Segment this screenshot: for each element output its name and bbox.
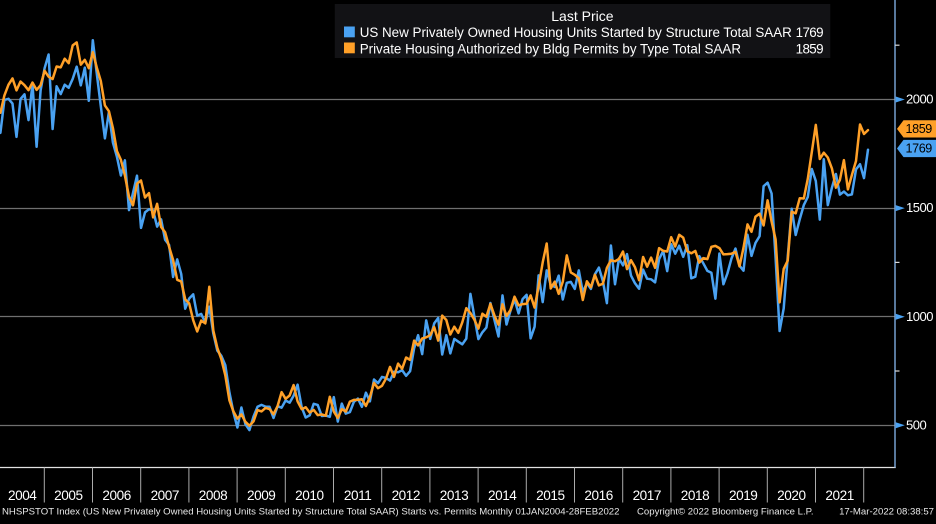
svg-text:2014: 2014: [488, 488, 517, 503]
svg-text:US New Privately Owned Housing: US New Privately Owned Housing Units Sta…: [360, 25, 792, 40]
svg-text:2007: 2007: [151, 488, 179, 503]
svg-text:2009: 2009: [247, 488, 275, 503]
svg-text:1859: 1859: [796, 41, 824, 56]
svg-text:NHSPSTOT Index (US New Private: NHSPSTOT Index (US New Privately Owned H…: [2, 507, 619, 518]
svg-text:2004: 2004: [8, 488, 37, 503]
svg-text:1500: 1500: [906, 200, 933, 215]
svg-text:2015: 2015: [536, 488, 564, 503]
svg-text:2013: 2013: [440, 488, 468, 503]
svg-text:2010: 2010: [295, 488, 324, 503]
svg-text:2000: 2000: [906, 92, 933, 107]
svg-text:1859: 1859: [906, 122, 933, 136]
svg-text:500: 500: [906, 417, 926, 432]
svg-text:2018: 2018: [681, 488, 709, 503]
svg-text:Last Price: Last Price: [551, 8, 613, 24]
svg-text:2020: 2020: [777, 488, 806, 503]
svg-text:2005: 2005: [54, 488, 82, 503]
svg-text:1000: 1000: [906, 309, 933, 324]
svg-text:2019: 2019: [729, 488, 757, 503]
svg-text:17-Mar-2022 08:38:57: 17-Mar-2022 08:38:57: [839, 507, 934, 518]
svg-text:2012: 2012: [392, 488, 420, 503]
svg-text:2021: 2021: [825, 488, 853, 503]
svg-text:2016: 2016: [584, 488, 612, 503]
svg-text:1769: 1769: [796, 25, 824, 40]
svg-text:2008: 2008: [199, 488, 227, 503]
svg-text:2006: 2006: [102, 488, 130, 503]
svg-text:Private Housing Authorized by: Private Housing Authorized by Bldg Permi…: [360, 41, 742, 56]
svg-text:2017: 2017: [633, 488, 661, 503]
svg-text:2011: 2011: [344, 488, 371, 503]
svg-text:1769: 1769: [906, 142, 933, 156]
svg-text:Copyright© 2022 Bloomberg Fina: Copyright© 2022 Bloomberg Finance L.P.: [637, 507, 814, 518]
